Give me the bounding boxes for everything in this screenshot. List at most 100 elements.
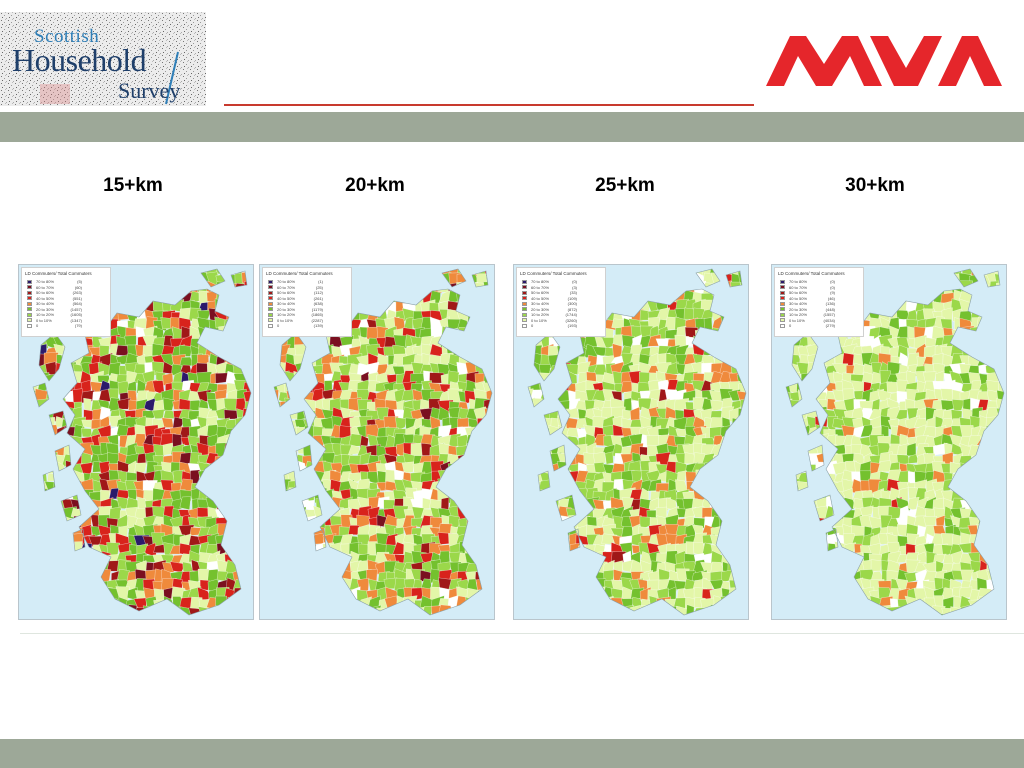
map-region [437, 614, 453, 615]
map-region [915, 616, 929, 620]
map-region [275, 587, 292, 603]
legend-range: 0 [531, 323, 534, 329]
map-region [73, 607, 85, 615]
map-region [484, 479, 492, 493]
map-region [594, 586, 606, 600]
map-region [538, 570, 555, 583]
coastline [555, 494, 577, 522]
legend-count: (279) [825, 323, 835, 329]
map-region [493, 553, 495, 563]
map-region [33, 338, 41, 351]
map-region [274, 452, 280, 466]
map-region [786, 553, 791, 567]
map-region [530, 587, 544, 603]
legend-row: 0 (139) [268, 323, 323, 329]
map-region [235, 335, 245, 349]
map-region [33, 363, 42, 378]
map-region [996, 496, 1004, 510]
map-region [870, 616, 883, 620]
map-region [805, 400, 819, 412]
map-legend: LD Commuters/ Total Commuters 70 to 80%(… [262, 267, 352, 337]
map-region [274, 473, 283, 485]
map-region [241, 292, 251, 304]
map-region [514, 473, 527, 484]
map-region [987, 516, 1001, 531]
map-region [985, 317, 1001, 333]
map-region [841, 605, 858, 615]
map-region [61, 604, 77, 615]
map-region [825, 578, 839, 593]
legend-range: 30 to 40% [36, 301, 55, 307]
map-region [985, 435, 1001, 448]
map-region [549, 568, 560, 585]
map-region [485, 326, 492, 342]
map-region [376, 282, 389, 294]
map-region [786, 535, 794, 548]
map-region [547, 509, 561, 521]
map-region [887, 269, 900, 276]
legend-rows: 70 to 80% (5) 60 to 70% (60) 50 to 60% (263) 4… [27, 279, 82, 329]
map-region [244, 471, 251, 486]
map-region [787, 544, 804, 557]
map-region [789, 505, 801, 519]
map-region [747, 480, 749, 492]
map-region [611, 273, 627, 284]
map-region [514, 354, 525, 367]
map-region [1003, 518, 1004, 530]
map-region [528, 343, 537, 360]
map-region [786, 371, 793, 386]
legend-row: 0 (279) [780, 323, 835, 329]
map-region [448, 337, 462, 351]
map-region [997, 604, 1004, 615]
map-region [528, 418, 537, 432]
map-region [225, 505, 240, 522]
map-region [995, 362, 1004, 377]
map-region [738, 498, 746, 510]
map-region [486, 533, 492, 548]
map-region [550, 616, 563, 620]
coastline [72, 528, 86, 552]
map-region [960, 470, 972, 486]
map-region [241, 362, 251, 376]
map-region [729, 550, 744, 567]
map-region [702, 336, 715, 350]
map-region [728, 453, 743, 467]
map-region [772, 425, 783, 441]
map-region [528, 435, 536, 449]
map-region [19, 544, 31, 557]
map-region [528, 571, 536, 584]
map-region [316, 615, 326, 620]
map-region [70, 478, 83, 495]
map-region [1005, 374, 1007, 386]
map-region [594, 606, 609, 615]
legend-row: 60 to 70% (0) [780, 285, 835, 291]
legend-swatch [27, 318, 32, 323]
map-region [736, 506, 746, 520]
map-region [709, 461, 725, 475]
map-region [33, 451, 39, 467]
map-region [949, 613, 963, 615]
map-region [746, 282, 749, 295]
map-region [786, 489, 793, 502]
map-region [567, 589, 579, 600]
map-region [712, 489, 724, 503]
map-region [233, 506, 249, 522]
map-region [276, 560, 292, 575]
map-region [151, 273, 165, 287]
map-region [38, 560, 51, 573]
map-region [860, 605, 872, 615]
map-region [772, 445, 785, 458]
map-region [250, 280, 251, 297]
map-region [295, 379, 310, 395]
map-region [303, 587, 317, 602]
map-region [241, 606, 251, 615]
map-region [275, 488, 292, 502]
map-region [33, 596, 39, 612]
map-region [515, 534, 527, 547]
map-region [736, 543, 746, 557]
map-region [816, 336, 828, 349]
map-region [994, 325, 1004, 340]
map-region [19, 526, 31, 539]
map-region [465, 506, 481, 520]
map-region [538, 541, 554, 557]
